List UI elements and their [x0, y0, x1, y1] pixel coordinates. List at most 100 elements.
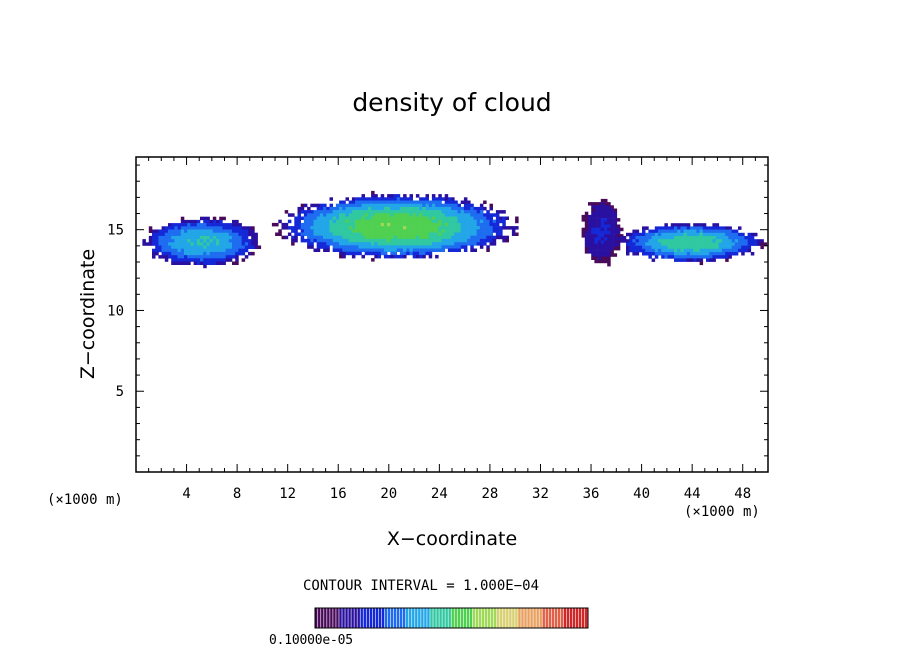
cloud-cell	[604, 224, 608, 228]
cloud-cell	[683, 226, 688, 230]
colorbar-swatch	[554, 608, 558, 628]
cloud-cell	[364, 206, 369, 211]
cloud-cell	[297, 206, 301, 211]
cloud-cell	[722, 236, 726, 240]
cloud-cell	[396, 245, 401, 249]
cloud-cell	[377, 216, 381, 220]
cloud-cell	[212, 261, 217, 265]
cloud-cell	[187, 226, 191, 230]
cloud-cell	[658, 236, 662, 240]
cloud-cell	[193, 261, 198, 265]
cloud-cell	[467, 219, 471, 224]
cloud-cell	[180, 229, 185, 233]
cloud-cell	[613, 234, 618, 238]
cloud-cell	[412, 203, 417, 208]
cloud-cell	[712, 236, 716, 240]
cloud-cell	[403, 200, 407, 204]
cloud-cell	[374, 254, 378, 259]
cloud-cell	[164, 258, 169, 262]
cloud-cell	[319, 229, 324, 233]
cloud-cell	[600, 221, 605, 225]
cloud-cell	[454, 219, 458, 224]
cloud-cell	[158, 229, 162, 233]
cloud-cell	[374, 229, 378, 233]
cloud-cell	[505, 238, 509, 243]
cloud-cell	[722, 229, 726, 234]
cloud-cell	[629, 242, 633, 246]
cloud-cell	[364, 238, 369, 243]
cloud-cell	[171, 251, 175, 256]
cloud-cell	[651, 248, 656, 253]
colorbar-swatch	[448, 608, 451, 628]
cloud-cell	[361, 226, 365, 230]
cloud-cell	[476, 219, 481, 224]
cloud-cell	[760, 242, 764, 246]
cloud-cell	[604, 237, 608, 241]
colorbar-swatch	[557, 608, 561, 628]
cloud-cell	[390, 206, 394, 211]
cloud-cell	[196, 251, 201, 256]
cloud-cell	[629, 236, 633, 240]
cloud-cell	[435, 238, 439, 243]
cloud-cell	[702, 232, 707, 237]
cloud-cell	[403, 232, 407, 236]
cloud-cell	[200, 251, 204, 256]
cloud-cell	[502, 226, 506, 230]
cloud-cell	[419, 226, 423, 230]
cloud-cell	[584, 221, 589, 225]
cloud-cell	[332, 248, 337, 252]
cloud-cell	[335, 203, 340, 208]
cloud-cell	[248, 239, 252, 243]
cloud-cell	[310, 219, 314, 224]
cloud-cell	[438, 210, 442, 214]
cloud-cell	[300, 238, 305, 243]
cloud-cell	[406, 226, 410, 230]
colorbar-swatch	[563, 608, 567, 628]
cloud-cell	[323, 213, 327, 217]
cloud-cell	[581, 214, 586, 219]
cloud-cell	[355, 229, 359, 233]
cloud-cell	[441, 210, 445, 214]
cloud-cell	[718, 232, 723, 237]
cloud-cell	[680, 236, 684, 240]
cloud-cell	[228, 258, 233, 262]
colorbar-swatch	[581, 608, 585, 628]
cloud-cell	[594, 234, 598, 238]
cloud-cell	[502, 216, 506, 220]
cloud-cell	[588, 230, 592, 235]
cloud-cell	[412, 232, 417, 236]
cloud-cell	[674, 239, 678, 243]
cloud-cell	[591, 211, 595, 216]
cloud-cell	[184, 223, 188, 227]
cloud-cell	[329, 210, 333, 214]
cloud-cell	[686, 258, 691, 262]
cloud-cell	[422, 210, 426, 214]
cloud-cell	[212, 223, 217, 227]
cloud-cell	[377, 197, 381, 201]
cloud-cell	[203, 216, 207, 221]
cloud-cell	[358, 210, 362, 214]
cloud-cell	[648, 248, 652, 253]
cloud-cell	[171, 226, 175, 230]
cloud-cell	[355, 226, 359, 230]
cloud-cell	[342, 219, 346, 224]
cloud-cell	[607, 227, 611, 232]
cloud-cell	[174, 245, 178, 249]
cloud-cell	[406, 210, 410, 214]
cloud-cell	[158, 235, 162, 240]
cloud-cell	[358, 200, 362, 204]
cloud-cell	[693, 236, 697, 240]
cloud-cell	[489, 213, 493, 217]
cloud-cell	[489, 229, 493, 233]
cloud-cell	[476, 222, 481, 227]
cloud-cell	[323, 238, 327, 243]
cloud-cell	[367, 229, 372, 233]
cloud-cell	[342, 235, 346, 240]
cloud-cell	[355, 206, 359, 211]
cloud-cell	[722, 239, 726, 243]
cloud-cell	[422, 203, 426, 208]
cloud-cell	[607, 221, 611, 225]
cloud-cell	[383, 216, 388, 220]
cloud-cell	[683, 223, 688, 227]
cloud-cell	[489, 222, 493, 227]
